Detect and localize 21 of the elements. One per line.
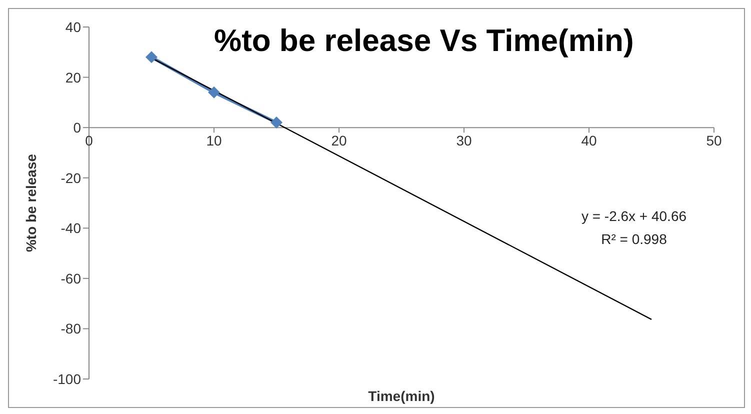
y-tick-label: 20 [65, 69, 82, 86]
x-tick-label: 40 [581, 132, 597, 149]
x-tick-label: 20 [331, 132, 347, 149]
point [146, 51, 158, 64]
y-tick-label: 0 [73, 120, 82, 136]
x-tick-label: 50 [706, 132, 722, 149]
y-tick-label: -20 [60, 170, 82, 186]
point [208, 86, 220, 98]
y-tick-label: -100 [52, 370, 82, 387]
chart-title: %to be release Vs Time(min) [214, 23, 634, 59]
annotation: y = -2.6x + 40.66 [580, 207, 688, 226]
y-tick-label: -80 [60, 320, 82, 337]
y-axis-title: %to be release [22, 154, 39, 252]
x-tick-label: 30 [456, 132, 472, 149]
y-tick-label: -40 [60, 220, 82, 236]
y-tick-label: 40 [65, 18, 82, 35]
x-axis-title: Time(min) [368, 388, 435, 404]
y-tick-label: -60 [60, 270, 82, 286]
annotation: R² = 0.998 [600, 230, 668, 249]
point [270, 116, 282, 129]
x-tick-label: 10 [206, 132, 222, 149]
